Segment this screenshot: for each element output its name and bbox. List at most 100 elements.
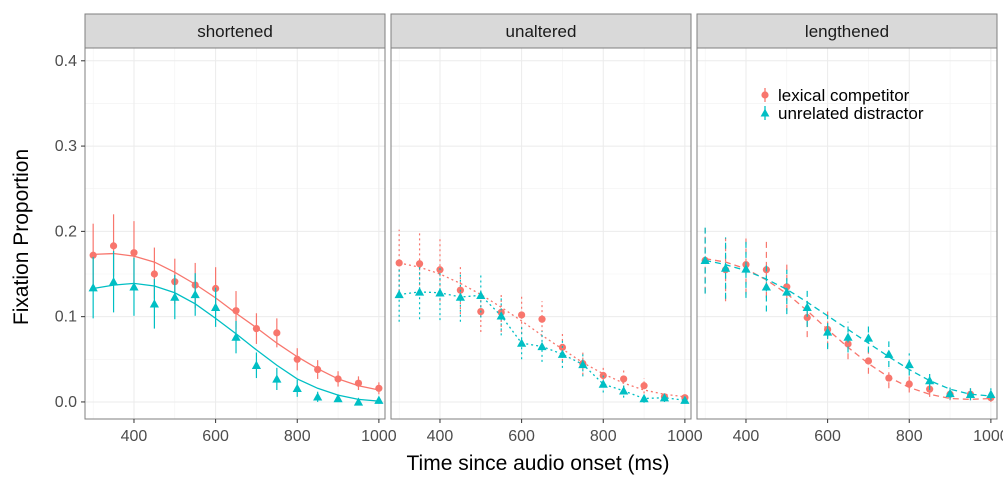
y-tick-label: 0.3 [55, 138, 77, 155]
y-tick-label: 0.0 [55, 394, 77, 411]
data-point [149, 299, 159, 308]
data-point [88, 283, 98, 292]
x-axis-title: Time since audio onset (ms) [407, 452, 670, 475]
data-point [578, 359, 588, 369]
data-point [272, 374, 282, 383]
data-point [620, 375, 628, 383]
data-point [823, 327, 833, 336]
data-point [375, 384, 383, 392]
data-point [639, 393, 649, 403]
data-point [334, 375, 342, 383]
panel-strip-label: unaltered [506, 22, 577, 41]
x-tick-label: 400 [733, 428, 760, 445]
y-tick-label: 0.1 [55, 309, 77, 326]
panel-border [84, 47, 386, 420]
data-point [945, 388, 955, 398]
panel-strip-label: lengthened [805, 22, 889, 41]
data-point [518, 311, 526, 319]
series-unrelated-distractor [88, 250, 384, 406]
x-tick-label: 1000 [667, 428, 703, 445]
data-point [108, 277, 119, 286]
series-unrelated-distractor [394, 264, 690, 404]
data-point [414, 287, 425, 296]
data-point [150, 270, 158, 278]
data-point [374, 395, 384, 404]
data-point [864, 357, 873, 365]
x-axis: 400 600 800 1000 400 600 800 1000 400 600 800 1000 [121, 419, 1003, 445]
x-tick-label: 800 [284, 428, 311, 445]
plot-background [697, 48, 997, 419]
data-point [986, 389, 996, 398]
data-point [273, 329, 281, 337]
data-point [435, 288, 445, 297]
data-point [537, 341, 547, 351]
data-point [640, 382, 648, 390]
data-point [965, 389, 976, 398]
panel-lengthened: lengthened [696, 13, 998, 420]
y-tick-label: 0.4 [55, 53, 77, 70]
data-point [190, 289, 200, 299]
panel-strip [84, 13, 386, 49]
data-point [109, 242, 118, 250]
data-point [130, 249, 138, 257]
data-point [844, 340, 852, 348]
panel-unaltered: unaltered [390, 13, 692, 420]
data-point [905, 380, 913, 388]
x-tick-label: 800 [896, 428, 923, 445]
data-point [885, 374, 893, 382]
data-point [925, 376, 935, 385]
data-point [496, 311, 506, 320]
data-point [353, 397, 364, 406]
data-point [292, 383, 302, 392]
data-point [761, 282, 771, 291]
legend-key-circle [761, 91, 769, 99]
x-tick-label: 400 [121, 428, 148, 445]
data-point [455, 292, 465, 301]
data-point [538, 315, 546, 323]
legend-item: lexical competitor [761, 86, 910, 105]
panels-layer: shortened unaltered lengthened [84, 13, 998, 420]
x-tick-label: 600 [508, 428, 535, 445]
y-tick-label: 0.2 [55, 223, 77, 240]
x-tick-label: 400 [427, 428, 454, 445]
data-point [700, 255, 710, 265]
legend-item: unrelated distractor [760, 104, 924, 123]
data-point [354, 379, 363, 387]
plot-background [391, 48, 691, 419]
data-point [619, 386, 629, 395]
data-point [802, 302, 812, 311]
x-tick-label: 1000 [973, 428, 1003, 445]
data-point [517, 338, 527, 347]
x-tick-label: 600 [814, 428, 841, 445]
y-axis-title: Fixation Proportion [10, 149, 33, 325]
legend-label: unrelated distractor [778, 104, 924, 123]
data-point [129, 282, 139, 291]
data-point [680, 395, 690, 404]
panel-strip [390, 13, 692, 49]
panel-border [390, 47, 692, 420]
data-point [333, 393, 343, 403]
data-point [782, 287, 792, 296]
x-tick-label: 600 [202, 428, 229, 445]
panel-strip-label: shortened [197, 22, 273, 41]
data-point [803, 313, 811, 322]
data-point [231, 332, 241, 341]
data-point [211, 302, 221, 311]
data-point [415, 260, 424, 268]
panel-border [696, 47, 998, 420]
data-point [904, 359, 914, 369]
legend-label: lexical competitor [778, 86, 910, 105]
data-point [599, 371, 607, 380]
data-point [395, 259, 403, 267]
data-point [232, 307, 240, 315]
legend-key-triangle [760, 108, 770, 117]
data-point [741, 264, 751, 273]
panel-shortened: shortened [84, 13, 386, 420]
data-point [170, 292, 180, 301]
data-point [863, 333, 874, 342]
plot-background [85, 48, 385, 419]
data-point [251, 360, 262, 369]
data-point [314, 365, 322, 374]
